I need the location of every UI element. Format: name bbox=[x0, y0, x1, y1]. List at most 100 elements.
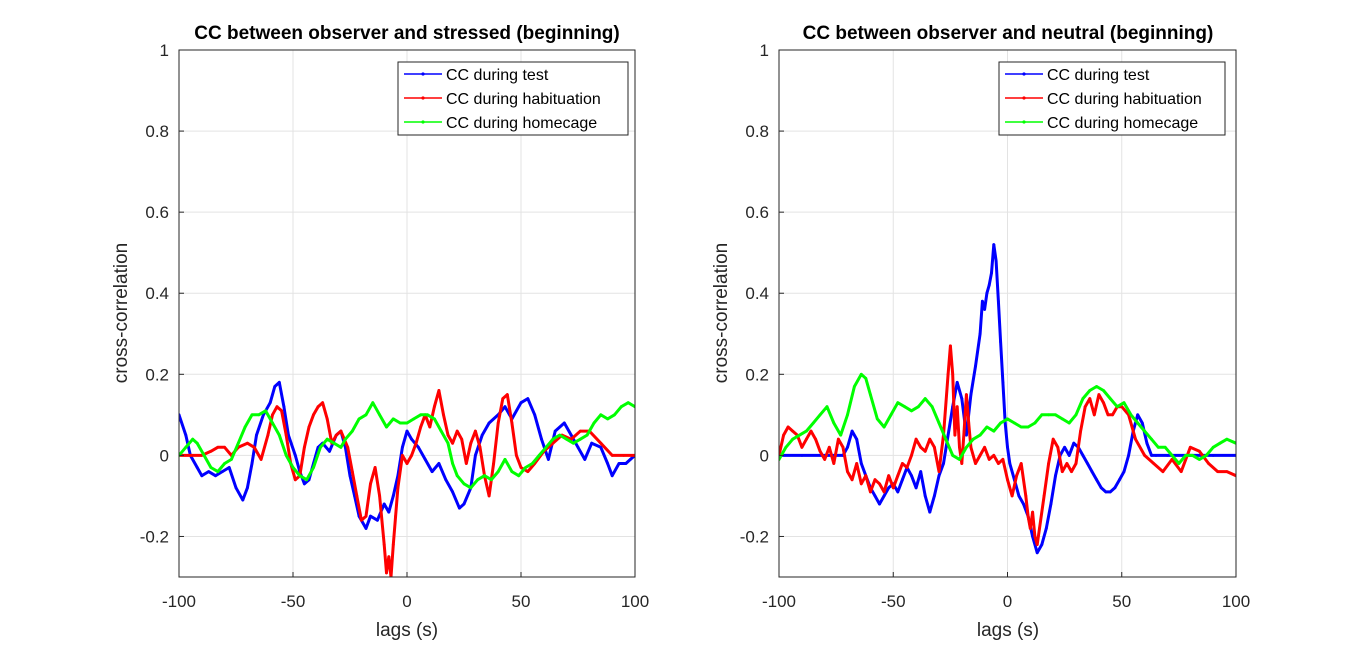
x-tick-label: 50 bbox=[512, 592, 531, 611]
data-point-homecage bbox=[1198, 458, 1201, 461]
y-tick-label: 0.6 bbox=[145, 203, 169, 222]
data-point-homecage bbox=[517, 474, 521, 478]
data-point-homecage bbox=[1060, 417, 1064, 421]
data-point-test bbox=[474, 454, 477, 457]
data-point-test bbox=[1211, 454, 1215, 457]
y-tick-label: 0.4 bbox=[145, 284, 169, 303]
data-point-homecage bbox=[599, 413, 603, 417]
data-point-homecage bbox=[339, 445, 343, 449]
data-point-test bbox=[1040, 543, 1044, 546]
data-point-test bbox=[1145, 441, 1149, 445]
data-point-homecage bbox=[412, 417, 416, 421]
data-point-test bbox=[1104, 490, 1108, 494]
data-point-habituation bbox=[246, 441, 249, 445]
data-point-homecage bbox=[312, 466, 315, 469]
data-point-test bbox=[576, 445, 580, 449]
data-point-test bbox=[1081, 454, 1085, 457]
data-point-habituation bbox=[1074, 462, 1078, 465]
data-point-homecage bbox=[433, 417, 436, 421]
data-point-homecage bbox=[405, 421, 409, 425]
data-point-habituation bbox=[1170, 458, 1174, 461]
data-point-test bbox=[369, 514, 372, 518]
data-point-habituation bbox=[355, 494, 359, 498]
data-point-homecage bbox=[613, 413, 616, 417]
data-point-test bbox=[1006, 445, 1009, 449]
series-line-homecage bbox=[779, 372, 1236, 465]
data-point-test bbox=[423, 458, 427, 461]
data-point-homecage bbox=[811, 421, 815, 425]
legend-marker-test bbox=[421, 72, 425, 76]
data-point-homecage bbox=[784, 445, 788, 449]
data-point-habituation bbox=[428, 425, 432, 429]
data-point-homecage bbox=[825, 405, 829, 409]
data-point-habituation bbox=[818, 449, 822, 453]
data-point-habituation bbox=[1024, 494, 1028, 498]
tick-labels: -100 -50 0 50 100 -0.2 0 0.2 0.4 0.6 0.8 1 bbox=[740, 41, 1250, 611]
data-point-homecage bbox=[903, 405, 907, 409]
data-point-test bbox=[382, 502, 386, 506]
x-tick-label: 50 bbox=[1112, 592, 1131, 611]
data-point-homecage bbox=[391, 417, 395, 421]
data-point-habituation bbox=[823, 458, 827, 461]
data-point-habituation bbox=[1198, 449, 1201, 453]
data-point-habituation bbox=[846, 470, 849, 473]
data-point-homecage bbox=[1150, 437, 1153, 441]
data-point-homecage bbox=[1115, 405, 1119, 409]
data-point-homecage bbox=[476, 478, 480, 482]
data-point-habituation bbox=[487, 494, 491, 498]
y-tick-label: -0.2 bbox=[140, 527, 169, 546]
data-point-homecage bbox=[490, 478, 493, 482]
data-point-test bbox=[195, 466, 199, 469]
data-point-homecage bbox=[558, 433, 562, 437]
data-point-test bbox=[1001, 381, 1005, 384]
data-point-homecage bbox=[1019, 425, 1023, 429]
data-point-homecage bbox=[271, 421, 274, 425]
data-point-habituation bbox=[1042, 494, 1046, 498]
legend-label-homecage: CC during homecage bbox=[446, 115, 597, 132]
data-point-homecage bbox=[978, 433, 982, 437]
data-point-homecage bbox=[937, 421, 941, 425]
data-point-habituation bbox=[1060, 470, 1064, 473]
data-point-test bbox=[282, 405, 286, 409]
data-point-habituation bbox=[1106, 413, 1110, 417]
data-point-habituation bbox=[266, 433, 270, 437]
chart-title: CC between observer and neutral (beginni… bbox=[803, 23, 1214, 44]
data-point-habituation bbox=[1070, 470, 1073, 473]
data-point-habituation bbox=[303, 445, 306, 449]
data-point-habituation bbox=[1051, 437, 1055, 441]
data-point-homecage bbox=[531, 462, 534, 465]
data-point-habituation bbox=[622, 454, 625, 457]
data-point-test bbox=[882, 494, 886, 498]
data-point-test bbox=[955, 381, 959, 384]
data-point-test bbox=[241, 498, 245, 502]
data-point-test bbox=[896, 490, 900, 494]
x-tick-label: 100 bbox=[1222, 592, 1250, 611]
data-point-homecage bbox=[537, 454, 541, 457]
data-point-test bbox=[1140, 421, 1144, 425]
data-point-habituation bbox=[1026, 514, 1030, 518]
data-point-test bbox=[376, 518, 379, 522]
data-point-homecage bbox=[184, 445, 188, 449]
data-point-test bbox=[1054, 474, 1057, 478]
data-point-homecage bbox=[585, 433, 589, 437]
data-point-habituation bbox=[1031, 510, 1034, 514]
data-point-homecage bbox=[469, 486, 473, 490]
data-point-habituation bbox=[827, 445, 831, 449]
data-point-habituation bbox=[1079, 429, 1082, 433]
data-point-habituation bbox=[1088, 397, 1092, 400]
data-point-habituation bbox=[401, 454, 404, 457]
data-point-habituation bbox=[350, 470, 354, 473]
data-point-homecage bbox=[1040, 413, 1044, 417]
data-point-test bbox=[1035, 551, 1039, 555]
data-point-homecage bbox=[1122, 401, 1126, 405]
y-tick-label: 0.8 bbox=[745, 122, 769, 141]
data-point-test bbox=[606, 462, 609, 465]
data-point-test bbox=[234, 486, 238, 490]
data-point-test bbox=[273, 385, 277, 388]
data-point-habituation bbox=[492, 462, 495, 465]
data-point-test bbox=[914, 486, 918, 490]
data-point-test bbox=[974, 364, 977, 368]
data-point-homecage bbox=[385, 425, 388, 429]
data-point-test bbox=[887, 486, 891, 490]
data-point-habituation bbox=[951, 372, 955, 376]
